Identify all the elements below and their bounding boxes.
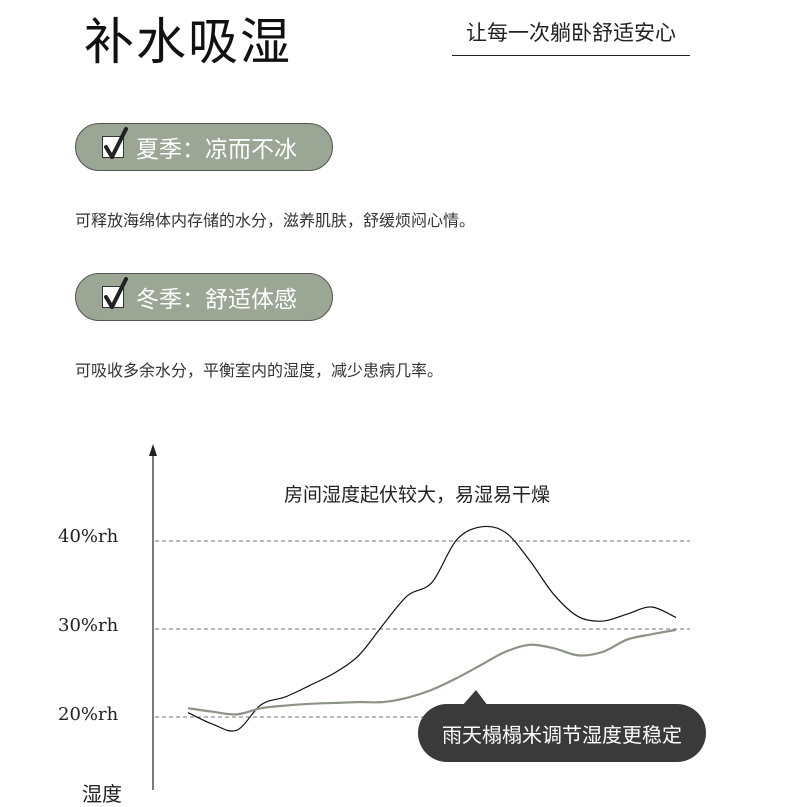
checkbox-checked-icon	[102, 277, 128, 309]
feature-label: 夏季：凉而不冰	[136, 137, 297, 163]
humidity-chart	[149, 444, 690, 790]
callout-pointer	[462, 690, 488, 706]
feature-description: 可释放海绵体内存储的水分，滋养肌肤，舒缓烦闷心情。	[75, 211, 476, 230]
feature-pill-winter: 冬季：舒适体感	[75, 273, 333, 321]
y-axis-arrow	[149, 444, 157, 456]
feature-pill-summer: 夏季：凉而不冰	[75, 123, 333, 171]
page-subtitle: 让每一次躺卧舒适安心	[452, 17, 690, 56]
y-tick-label: 20%rh	[58, 704, 119, 725]
page-title: 补水吸湿	[84, 13, 292, 71]
chart-title: 房间湿度起伏较大，易湿易干燥	[284, 484, 551, 506]
feature-label: 冬季：舒适体感	[136, 287, 297, 313]
y-tick-label: 30%rh	[58, 615, 119, 636]
y-axis-label: 湿度	[82, 782, 122, 806]
series-line-room-humidity	[187, 525, 677, 732]
series-line-tatami-humidity	[187, 628, 677, 716]
checkbox-checked-icon	[102, 127, 128, 159]
chart-annotation-callout: 雨天榻榻米调节湿度更稳定	[418, 704, 706, 762]
feature-description: 可吸收多余水分，平衡室内的湿度，减少患病几率。	[75, 361, 444, 380]
y-tick-label: 40%rh	[58, 526, 119, 547]
